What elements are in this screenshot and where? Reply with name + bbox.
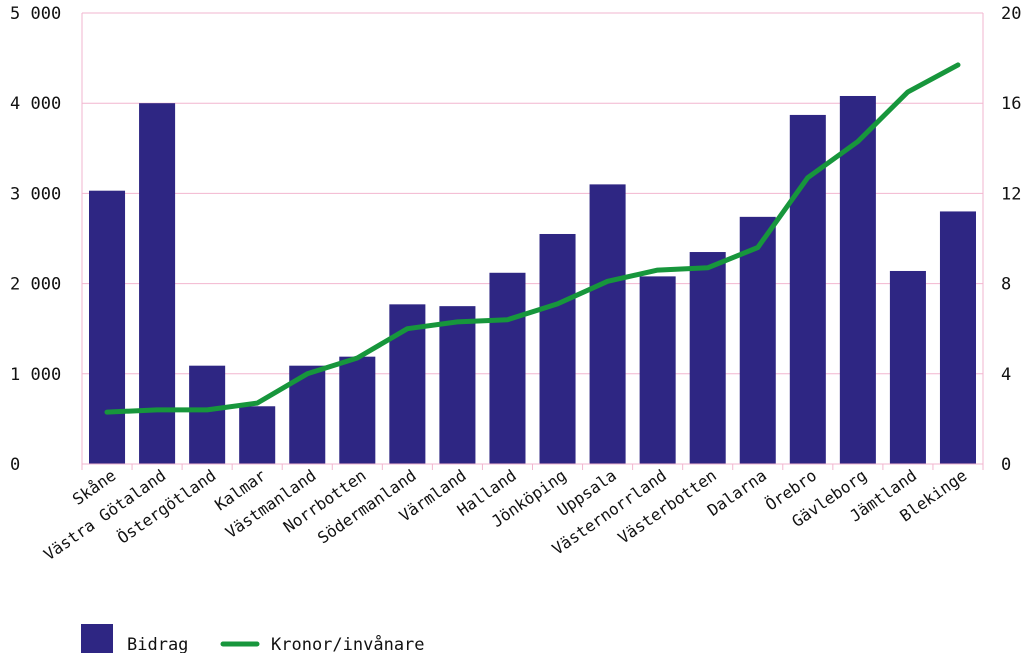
legend-swatch-bidrag [81, 624, 113, 653]
left-tick-label: 0 [10, 455, 20, 475]
bar [889, 270, 926, 464]
right-tick-label: 16 [1001, 94, 1021, 114]
bar [139, 103, 176, 464]
left-tick-label: 2 000 [10, 275, 61, 295]
left-axis-tick-labels: 0 1 000 2 000 3 000 4 000 5 000 [10, 4, 61, 475]
bar [739, 216, 776, 464]
right-axis-tick-labels: 0 4 8 12 16 20 [1001, 4, 1021, 475]
grid-lines [82, 12, 983, 375]
bar-series [89, 95, 976, 465]
right-tick-label: 4 [1001, 365, 1011, 385]
line-series [104, 62, 961, 415]
bar [689, 252, 726, 464]
legend: Bidrag Kronor/invånare [81, 624, 425, 653]
bar [839, 95, 876, 464]
bar [339, 356, 376, 464]
left-tick-label: 5 000 [10, 4, 61, 24]
bar [89, 190, 126, 464]
bar [189, 365, 226, 464]
axes [81, 13, 984, 470]
legend-label-bidrag: Bidrag [127, 635, 188, 653]
bar [439, 306, 476, 464]
bar [589, 184, 626, 464]
left-tick-label: 3 000 [10, 184, 61, 204]
bar [939, 211, 976, 464]
bar [239, 406, 276, 464]
right-tick-label: 12 [1001, 184, 1021, 204]
bar [789, 114, 826, 465]
legend-label-kronor: Kronor/invånare [271, 634, 425, 653]
line-kronor-per-invanare [104, 62, 961, 415]
right-tick-label: 8 [1001, 275, 1011, 295]
right-tick-label: 20 [1001, 4, 1021, 24]
bar [639, 276, 676, 464]
right-tick-label: 0 [1001, 455, 1011, 475]
left-tick-label: 1 000 [10, 365, 61, 385]
bar [489, 272, 526, 464]
left-tick-label: 4 000 [10, 94, 61, 114]
bar [539, 233, 576, 464]
